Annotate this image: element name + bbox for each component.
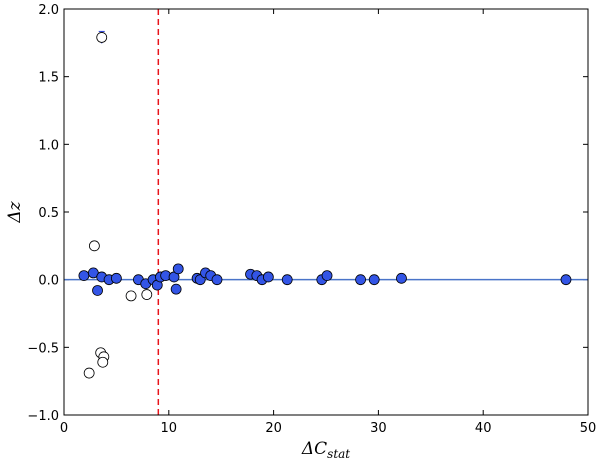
y-tick-label: 0.5	[38, 206, 59, 221]
axis-ticks: 0 10 20 30 40 50 −1.0 −0.5 0.0 0.5 1.0 1.5 2.0	[27, 3, 596, 436]
open-point	[83, 367, 95, 379]
y-tick-label: 1.0	[38, 138, 59, 153]
y-axis-label: Δz	[5, 200, 25, 223]
point-marker	[281, 274, 293, 286]
point-marker	[355, 274, 366, 286]
open-point	[97, 356, 109, 368]
point-marker	[97, 356, 109, 368]
x-axis-label-subscript: stat	[327, 447, 350, 459]
point-marker	[92, 285, 103, 296]
open-point	[88, 240, 100, 252]
filled-point	[368, 274, 380, 286]
filled-point	[111, 272, 122, 284]
point-marker	[88, 240, 100, 252]
x-tick-label: 30	[370, 421, 387, 436]
x-tick-label: 20	[265, 421, 282, 436]
x-tick-label: 50	[580, 421, 597, 436]
filled-point	[211, 274, 223, 286]
filled-point	[160, 270, 172, 282]
point-marker	[83, 367, 95, 379]
point-marker	[78, 270, 90, 282]
point-marker	[96, 32, 108, 43]
filled-point	[262, 271, 274, 283]
y-tick-label: 0.0	[38, 274, 59, 289]
x-tick-label: 10	[161, 421, 178, 436]
plot-area	[64, 9, 588, 415]
filled-point	[281, 274, 293, 286]
point-marker	[262, 271, 274, 283]
x-tick-label: 0	[60, 421, 68, 436]
point-marker	[396, 272, 407, 284]
filled-point	[560, 274, 572, 286]
filled-point	[92, 285, 103, 296]
point-marker	[172, 263, 184, 275]
open-point	[96, 30, 108, 44]
point-marker	[211, 274, 223, 286]
filled-point	[355, 274, 366, 286]
point-marker	[125, 290, 137, 302]
point-marker	[368, 274, 380, 286]
y-tick-label: 1.5	[38, 71, 59, 86]
x-axis-label: ΔCstat	[301, 439, 350, 459]
filled-point	[172, 263, 184, 275]
filled-point	[321, 270, 333, 282]
y-tick-label: −1.0	[27, 409, 59, 424]
filled-point	[396, 272, 407, 284]
filled-point	[78, 270, 90, 282]
x-tick-label: 40	[475, 421, 492, 436]
y-tick-label: −0.5	[27, 341, 59, 356]
point-marker	[170, 283, 182, 295]
filled-point	[170, 283, 182, 295]
plot-frame	[63, 8, 589, 416]
data-points	[78, 30, 572, 379]
open-point	[125, 290, 137, 302]
point-marker	[560, 274, 572, 286]
point-marker	[321, 270, 333, 282]
point-marker	[111, 272, 122, 284]
point-marker	[141, 289, 153, 300]
y-tick-label: 2.0	[38, 3, 59, 18]
open-point	[141, 289, 153, 300]
